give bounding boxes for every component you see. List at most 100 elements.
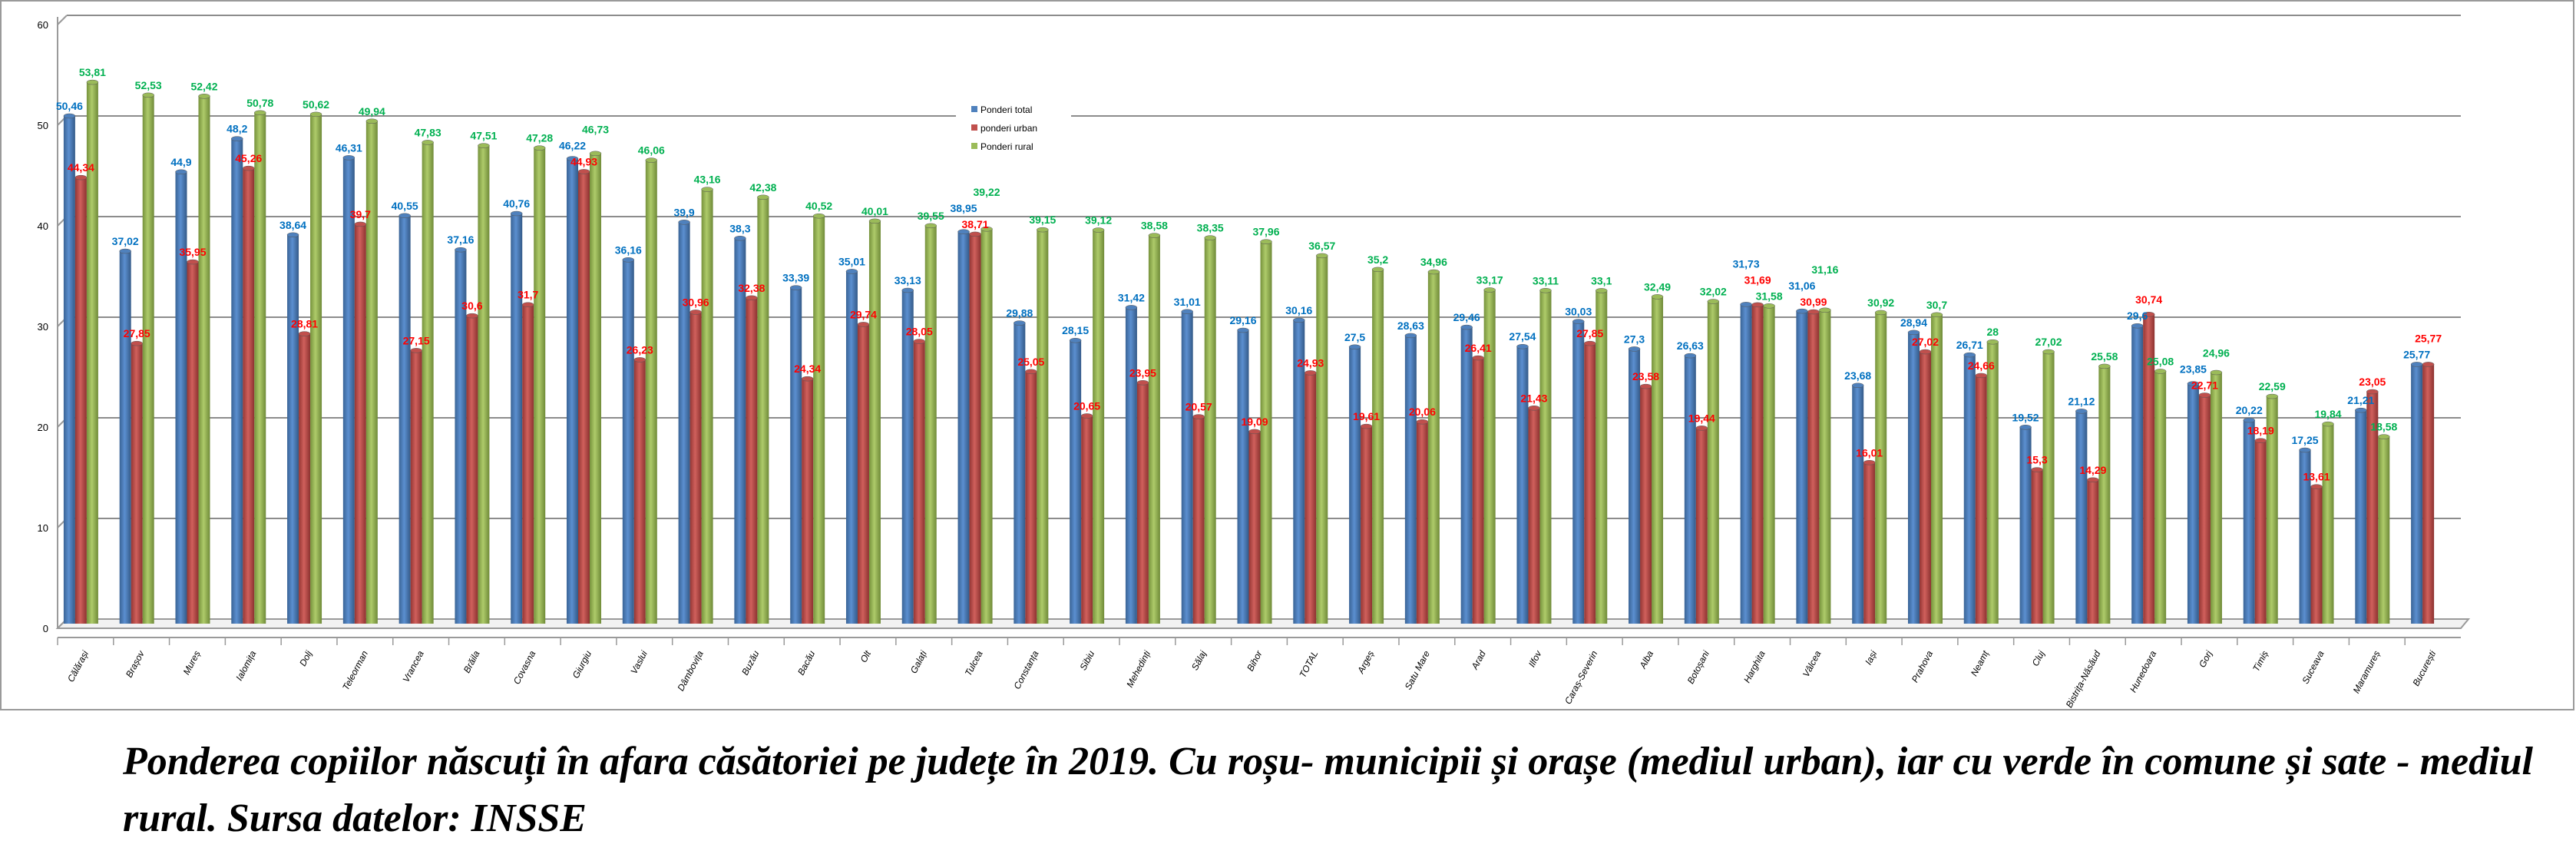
bar-cap	[2243, 417, 2255, 423]
bar-cap	[1572, 319, 1585, 324]
data-label: 21,43	[1520, 392, 1547, 404]
bar-cap	[533, 145, 546, 151]
bar	[1316, 255, 1328, 624]
data-label: 23,68	[1844, 369, 1871, 382]
bar-cap	[645, 157, 658, 163]
data-label: 26,41	[1465, 342, 1492, 354]
bar	[2411, 364, 2423, 624]
data-label: 39,55	[918, 210, 944, 222]
bar-cap	[1416, 419, 1429, 425]
bar-cap	[1528, 406, 1540, 411]
bar	[1963, 355, 1976, 624]
bar	[1975, 375, 1987, 624]
bar	[2322, 424, 2334, 624]
x-tick-label: București	[2410, 649, 2438, 688]
bar-cap	[2154, 369, 2167, 374]
data-label: 38,95	[951, 202, 977, 214]
bar-cap	[243, 165, 255, 171]
data-label: 33,13	[894, 274, 921, 286]
bar-cap	[678, 220, 690, 225]
bar	[1652, 296, 1664, 624]
data-label: 28,15	[1062, 324, 1089, 336]
data-label: 20,06	[1409, 406, 1436, 418]
data-label: 27,5	[1344, 331, 1365, 343]
bar	[2243, 420, 2255, 624]
bar	[511, 214, 523, 624]
data-label: 25,77	[2403, 348, 2430, 360]
data-label: 27,85	[124, 327, 150, 339]
bar-cap	[1986, 339, 1999, 345]
bar-cap	[1930, 312, 1943, 318]
data-label: 29,46	[1453, 311, 1480, 323]
bar-cap	[422, 140, 434, 145]
bar	[299, 333, 311, 624]
chart-caption: Ponderea copiilor născuți în afara căsăt…	[123, 740, 2533, 840]
bar-cap	[63, 113, 76, 119]
bar	[2198, 395, 2211, 624]
bar	[342, 157, 355, 624]
bar	[354, 224, 366, 624]
x-tick-label: Mehedinți	[1124, 649, 1152, 690]
bar	[1293, 320, 1305, 624]
bar-cap	[1907, 329, 1920, 336]
data-labels: 44,34 50,46 53,81 27,85 37,02 52,53 35,95 44,9 5…	[56, 66, 2442, 483]
data-label: 31,06	[1788, 280, 1815, 292]
bar-cap	[286, 232, 299, 238]
x-tick-label: Iași	[1863, 649, 1879, 667]
x-tick-label: Hunedoara	[2128, 649, 2158, 694]
bar-cap	[131, 340, 143, 346]
legend-swatch	[971, 143, 977, 149]
x-tick-label: Bistrița-Năsăud	[2064, 649, 2103, 710]
data-label: 26,63	[1677, 339, 1704, 352]
data-label: 53,81	[79, 66, 106, 78]
data-label: 38,71	[962, 218, 989, 230]
bar	[2087, 479, 2099, 624]
bar-cap	[2042, 349, 2055, 355]
data-label: 44,93	[570, 155, 597, 167]
bar-cap	[1404, 333, 1417, 339]
x-tick-label: Botoșani	[1685, 649, 1711, 686]
bar-cap	[2366, 389, 2379, 395]
bar-cap	[74, 174, 88, 180]
bar-cap	[1136, 380, 1149, 386]
data-label: 27,02	[1912, 336, 1939, 348]
bar-cap	[2254, 438, 2267, 443]
bar	[1305, 373, 1317, 624]
bar	[1516, 346, 1529, 624]
data-label: 15,3	[2026, 454, 2047, 466]
legend-swatch	[971, 106, 977, 112]
bar-cap	[187, 259, 199, 265]
data-label: 52,53	[135, 79, 162, 91]
bar	[1014, 323, 1026, 624]
data-label: 36,57	[1308, 240, 1335, 252]
bar-cap	[521, 302, 534, 307]
bar-cap	[1863, 460, 1876, 465]
bar-cap	[1148, 233, 1161, 238]
data-label: 24,66	[1968, 359, 1995, 372]
bar-cap	[1684, 353, 1697, 359]
bar-cap	[354, 221, 367, 227]
x-tick-label: Neamț	[1969, 648, 1991, 677]
data-label: 30,7	[1926, 299, 1947, 311]
data-label: 40,55	[392, 200, 418, 212]
bar	[86, 82, 98, 624]
data-label: 47,28	[526, 132, 553, 144]
bar-cap	[142, 92, 154, 98]
bar-cap	[924, 223, 937, 229]
data-label: 50,46	[56, 100, 83, 112]
bar-cap	[2422, 362, 2435, 367]
bar	[310, 114, 322, 624]
bar-cap	[2131, 323, 2144, 329]
data-label: 17,25	[2291, 434, 2318, 446]
bar-cap	[980, 226, 993, 232]
bar	[410, 350, 422, 624]
bar	[2031, 469, 2043, 624]
data-label: 14,29	[2079, 464, 2106, 476]
bar	[590, 153, 602, 624]
bar-cap	[2075, 409, 2088, 414]
bar	[2266, 396, 2278, 624]
bar-cap	[2031, 467, 2043, 472]
x-tick-label: Satu Mare	[1403, 649, 1433, 692]
bar-cap	[746, 295, 758, 301]
data-label: 33,17	[1476, 273, 1503, 286]
